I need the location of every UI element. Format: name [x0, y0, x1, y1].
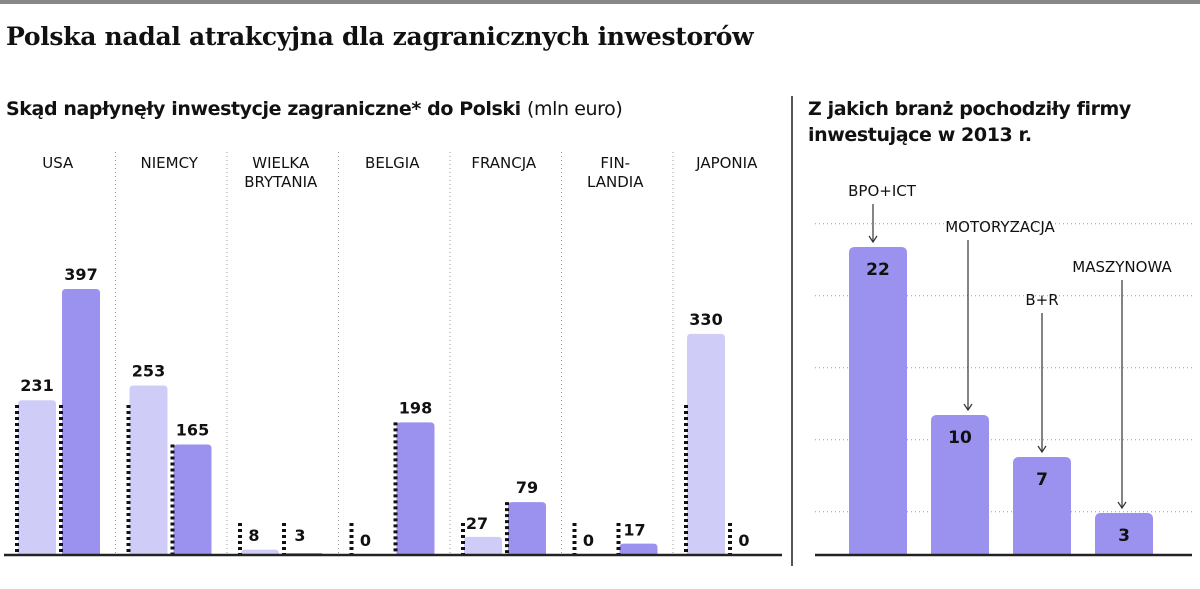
value-label: 3 — [294, 526, 305, 545]
category-label-line: BRYTANIA — [244, 173, 318, 191]
bar-series-1 — [18, 400, 56, 555]
category-label-line: LANDIA — [587, 173, 644, 191]
category-label: JAPONIA — [695, 154, 758, 172]
bar-series-2 — [173, 444, 212, 555]
category-label-line: WIELKA — [252, 154, 310, 172]
value-label: 0 — [583, 531, 594, 550]
industry-value-label: 7 — [1036, 470, 1048, 490]
industry-value-label: 22 — [866, 260, 890, 280]
industry-category-label: MOTORYZACJA — [945, 218, 1055, 236]
category-label-line: FRANCJA — [471, 154, 537, 172]
industry-chart: 22 BPO+ICT 10 MOTORYZACJA 7 B+R 3 MASZYNOWA — [815, 182, 1192, 557]
bar-series-1 — [687, 333, 725, 555]
value-label: 8 — [248, 526, 259, 545]
industry-category-label: B+R — [1025, 291, 1058, 309]
value-label: 330 — [689, 310, 722, 329]
leader-arrow — [1117, 501, 1127, 510]
bar-series-2 — [619, 543, 658, 555]
leader-arrow — [1037, 445, 1047, 454]
value-label: 0 — [738, 531, 749, 550]
value-label: 198 — [399, 398, 432, 417]
bar-series-2 — [396, 422, 435, 555]
investment-by-country-chart: USA 231 397 NIEMCY 253 165 WIELKA BRYTANIA 8 3 BEL… — [4, 152, 782, 557]
category-label-line: BELGIA — [365, 154, 420, 172]
industry-category-label: BPO+ICT — [848, 182, 917, 200]
category-label-line: FIN- — [600, 154, 630, 172]
industry-bar — [849, 247, 907, 555]
category-label: USA — [42, 154, 74, 172]
bar-series-2 — [62, 289, 100, 555]
industry-bar — [1095, 513, 1153, 555]
industry-category-label: MASZYNOWA — [1072, 258, 1172, 276]
value-label: 27 — [466, 514, 488, 533]
bar-series-1 — [129, 385, 168, 555]
bar-series-2 — [508, 502, 546, 555]
left-chart-subtitle: Skąd napłynęły inwestycje zagraniczne* d… — [6, 96, 623, 122]
value-label: 165 — [176, 420, 209, 439]
category-label-line: USA — [42, 154, 74, 172]
main-title: Polska nadal atrakcyjna dla zagranicznyc… — [6, 22, 754, 51]
value-label: 79 — [516, 478, 538, 497]
top-rule — [0, 0, 1200, 4]
value-label: 397 — [64, 265, 97, 284]
panel-divider — [791, 96, 793, 566]
value-label: 253 — [132, 361, 165, 380]
industry-bar — [1013, 457, 1071, 555]
category-label: NIEMCY — [141, 154, 199, 172]
category-label: BELGIA — [365, 154, 420, 172]
leader-arrow — [963, 403, 973, 412]
category-label-line: JAPONIA — [695, 154, 758, 172]
industry-bar — [931, 415, 989, 555]
left-chart-unit: (mln euro) — [526, 98, 623, 120]
right-chart-subtitle: Z jakich branż pochodziły firmy inwestuj… — [808, 98, 1131, 146]
category-label: FIN-LANDIA — [587, 154, 644, 191]
bar-series-1 — [464, 536, 502, 555]
industry-value-label: 3 — [1118, 526, 1130, 546]
value-label: 17 — [623, 521, 645, 540]
leader-arrow — [868, 235, 878, 244]
bar-series-1 — [241, 549, 279, 555]
value-label: 231 — [20, 376, 53, 395]
industry-value-label: 10 — [948, 428, 972, 448]
value-label: 0 — [360, 531, 371, 550]
category-label-line: NIEMCY — [141, 154, 199, 172]
left-chart-title: Skąd napłynęły inwestycje zagraniczne* d… — [6, 98, 521, 120]
category-label: WIELKA BRYTANIA — [244, 154, 318, 191]
category-label: FRANCJA — [471, 154, 537, 172]
